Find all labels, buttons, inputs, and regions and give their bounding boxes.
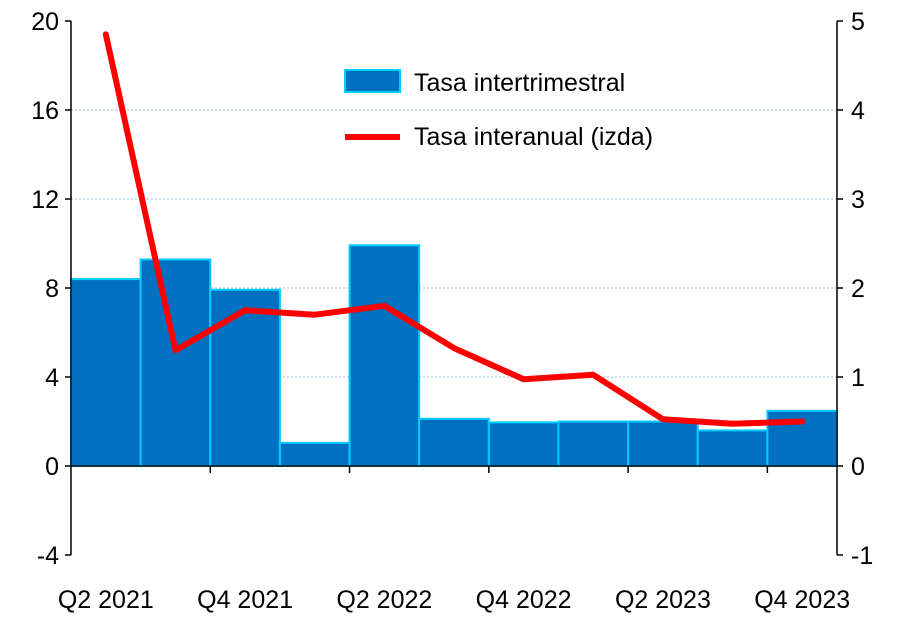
right-tick-label: -1: [851, 542, 873, 570]
x-tick-label: Q2 2022: [336, 586, 432, 614]
right-tick-label: 2: [851, 275, 865, 303]
left-tick-label: 16: [31, 97, 59, 125]
bar-q2-2021: [70, 278, 142, 467]
bar-q1-2023: [557, 420, 630, 467]
bar-q3-2021: [139, 258, 212, 467]
bar-q2-2023: [627, 420, 699, 467]
x-tick-label: Q2 2023: [615, 586, 711, 614]
bar-q4-2021: [209, 288, 281, 467]
x-tick-label: Q4 2023: [754, 586, 850, 614]
legend: Tasa intertrimestral Tasa interanual (iz…: [344, 69, 653, 151]
right-axis-tick-labels: 5 4 3 2 1 0 -1: [851, 8, 873, 570]
bar-series: [70, 244, 839, 468]
left-tick-label: 12: [31, 186, 59, 214]
bar-q4-2022: [487, 421, 560, 468]
right-tick-label: 5: [851, 8, 865, 36]
left-tick-label: 8: [45, 275, 59, 303]
legend-bar-swatch: [344, 69, 401, 93]
x-tick-label: Q4 2022: [476, 586, 572, 614]
right-tick-label: 4: [851, 97, 865, 125]
x-tick-label: Q2 2021: [58, 586, 154, 614]
legend-line-label: Tasa interanual (izda): [414, 123, 653, 151]
x-axis-tick-labels: Q2 2021 Q4 2021 Q2 2022 Q4 2022 Q2 2023 Q4 20…: [58, 586, 850, 614]
left-tick-label: 0: [45, 453, 59, 481]
right-tick-label: 3: [851, 186, 865, 214]
left-tick-label: -4: [37, 542, 59, 570]
right-tick-label: 1: [851, 364, 865, 392]
axes: [65, 20, 843, 556]
legend-bar-label: Tasa intertrimestral: [414, 69, 625, 97]
right-tick-label: 0: [851, 453, 865, 481]
bar-q3-2023: [696, 429, 769, 467]
line-series: [102, 31, 806, 427]
left-axis-tick-labels: 20 16 12 8 4 0 -4: [31, 8, 59, 570]
left-tick-label: 4: [45, 364, 59, 392]
left-tick-label: 20: [31, 8, 59, 36]
bar-q1-2022: [278, 441, 351, 467]
bar-q2-2022: [348, 244, 421, 467]
x-tick-label: Q4 2021: [197, 586, 293, 614]
bar-q3-2022: [418, 417, 490, 467]
